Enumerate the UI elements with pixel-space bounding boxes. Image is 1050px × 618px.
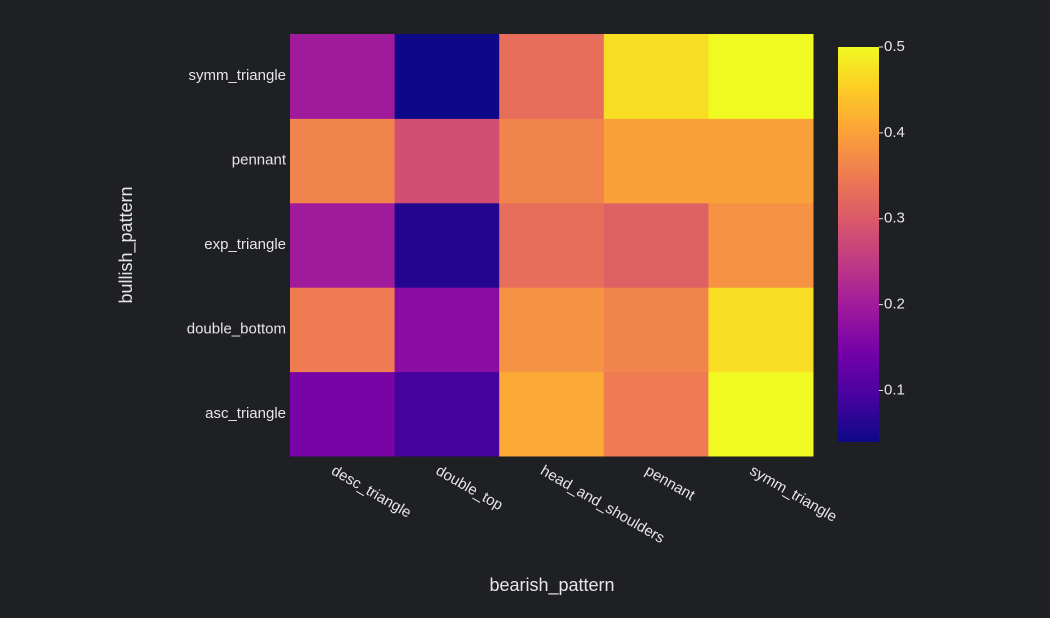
x-axis-title: bearish_pattern <box>489 575 614 596</box>
heatmap-cell <box>394 34 500 119</box>
heatmap-cell <box>603 287 709 373</box>
heatmap-cell <box>708 118 814 204</box>
heatmap-cell <box>290 371 396 457</box>
x-tick-label: desc_triangle <box>328 462 414 521</box>
heatmap-cell <box>394 202 500 288</box>
heatmap-cell <box>708 371 814 457</box>
heatmap-cell <box>708 287 814 373</box>
heatmap-cell <box>603 202 709 288</box>
y-tick-label: pennant <box>232 152 287 169</box>
colorbar-tick-label: 0.4 <box>884 124 905 141</box>
x-tick-label: symm_triangle <box>747 462 840 525</box>
heatmap-cell <box>394 287 500 373</box>
heatmap-cell <box>394 118 500 204</box>
colorbar-tick-label: 0.2 <box>884 296 905 313</box>
heatmap-cell <box>290 202 396 288</box>
y-axis-title: bullish_pattern <box>116 186 137 303</box>
colorbar-tick-label: 0.3 <box>884 210 905 227</box>
colorbar-tick-label: 0.5 <box>884 38 905 55</box>
heatmap-cell <box>499 287 605 373</box>
y-tick-label: exp_triangle <box>204 236 286 253</box>
y-tick-label: double_bottom <box>187 320 286 337</box>
y-tick-label: asc_triangle <box>205 405 286 422</box>
heatmap-cell <box>603 371 709 457</box>
heatmap-cell <box>394 371 500 457</box>
heatmap-cell <box>499 371 605 457</box>
heatmap-cell <box>603 34 709 119</box>
heatmap-cell <box>499 118 605 204</box>
x-tick-label: pennant <box>642 462 698 504</box>
heatmap-cell <box>290 118 396 204</box>
heatmap-cell <box>708 202 814 288</box>
x-tick-label: double_top <box>433 462 506 514</box>
heatmap-cell <box>499 202 605 288</box>
colorbar-tick-label: 0.1 <box>884 381 905 398</box>
heatmap-cell <box>708 34 814 119</box>
colorbar <box>838 47 879 442</box>
heatmap-cell <box>290 287 396 373</box>
heatmap-cell <box>290 34 396 119</box>
heatmap-cell <box>603 118 709 204</box>
y-tick-label: symm_triangle <box>188 67 286 84</box>
heatmap-cell <box>499 34 605 119</box>
